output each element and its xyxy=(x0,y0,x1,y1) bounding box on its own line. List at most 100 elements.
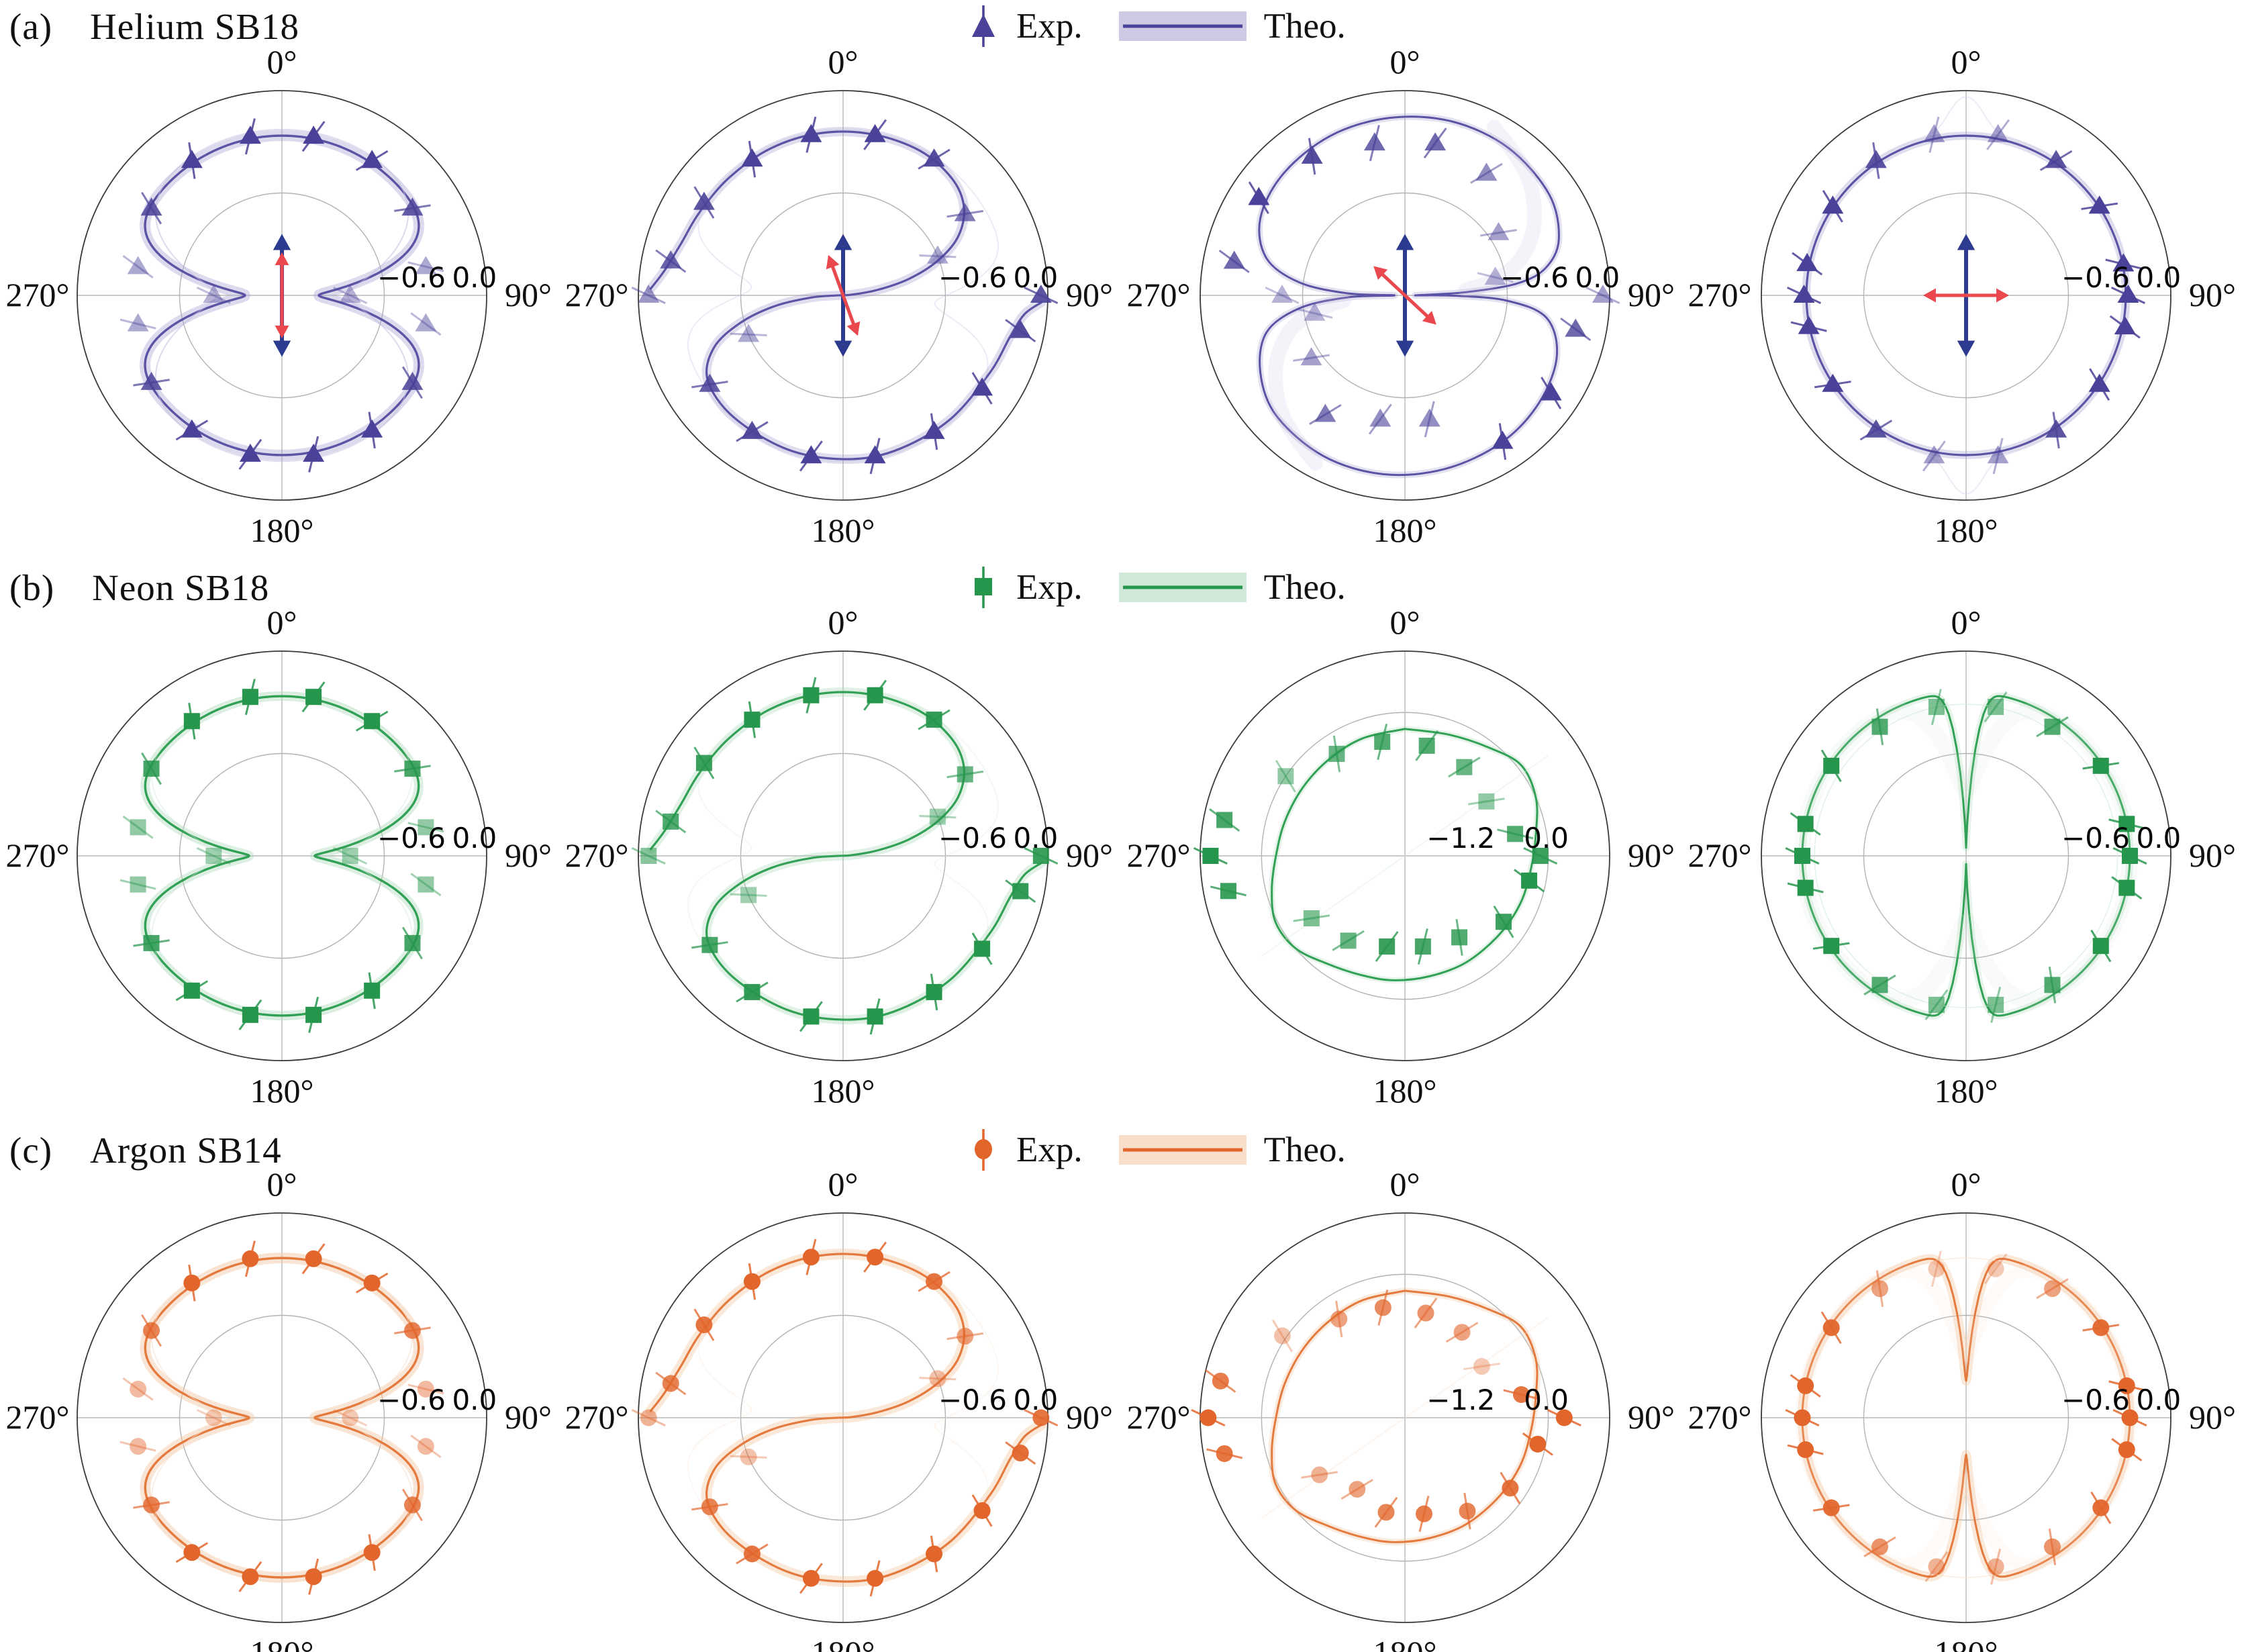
exp-marker xyxy=(1212,1372,1229,1390)
legend-exp-label-a: Exp. xyxy=(1016,7,1083,46)
angle-labels: 0° 180° 90° 270° xyxy=(6,1165,552,1652)
exp-marker xyxy=(1928,1558,1945,1575)
exp-marker xyxy=(417,1438,434,1455)
exp-marker xyxy=(1928,699,1945,716)
angle-label-180: 180° xyxy=(1373,1072,1437,1110)
radial-gridline xyxy=(1863,192,2069,399)
exp-marker xyxy=(303,126,325,144)
radial-tick: 0.0 xyxy=(1013,261,1058,294)
error-bar xyxy=(410,1435,442,1459)
legend-a: Exp. Theo. xyxy=(968,3,1365,50)
angle-label-0: 0° xyxy=(267,603,297,641)
exp-marker xyxy=(2092,938,2109,955)
exp-marker xyxy=(361,150,383,168)
polarization-arrows xyxy=(1922,234,2010,357)
radial-tick: 0.0 xyxy=(1524,822,1569,855)
theo-curve xyxy=(1271,1290,1539,1543)
radial-gridline xyxy=(1261,1273,1549,1562)
exp-marker xyxy=(130,876,146,893)
exp-marker xyxy=(974,940,991,957)
radial-tick-labels: −0.6 0.0 xyxy=(377,261,497,294)
radial-tick: −0.6 xyxy=(1500,261,1569,294)
exp-marker xyxy=(699,373,721,392)
angle-labels: 0° 180° 90° 270° xyxy=(565,603,1114,1110)
error-bar xyxy=(919,254,957,258)
exp-marker xyxy=(181,150,203,168)
exp-marker xyxy=(1271,285,1293,303)
error-bar xyxy=(1265,287,1300,304)
radial-gridline xyxy=(179,1314,385,1521)
exp-marker xyxy=(701,1498,718,1516)
polar-panel-c3: 0° 180° 90° 270° −1.2 0.0 xyxy=(1127,1165,1675,1652)
exp-marker xyxy=(1484,266,1506,285)
angle-label-180: 180° xyxy=(1373,1634,1437,1652)
row-title-neon: Neon SB18 xyxy=(92,567,270,608)
polarization-arrows xyxy=(826,234,861,357)
angle-label-90: 90° xyxy=(2189,836,2236,874)
theo-curve xyxy=(1801,695,2131,1017)
theo-curve xyxy=(649,1253,1043,1583)
exp-marker xyxy=(740,1448,757,1465)
error-bar xyxy=(730,332,767,337)
exp-marker xyxy=(743,1273,761,1290)
angle-labels: 0° 180° 90° 270° xyxy=(565,43,1114,549)
error-bar xyxy=(919,1376,957,1381)
exp-marker xyxy=(415,313,437,332)
radial-tick-labels: −0.6 0.0 xyxy=(377,1383,497,1416)
theo-curve-alt xyxy=(1796,1263,2137,1572)
angle-label-180: 180° xyxy=(1935,1072,1998,1110)
radial-tick-labels: −0.6 0.0 xyxy=(2061,1383,2181,1416)
angle-label-90: 90° xyxy=(1066,1398,1113,1436)
angle-label-270: 270° xyxy=(565,1398,629,1436)
exp-marker xyxy=(1453,1324,1471,1341)
polar-boundary xyxy=(638,90,1048,501)
angle-label-180: 180° xyxy=(812,1634,875,1652)
angle-label-0: 0° xyxy=(1951,603,1982,641)
radial-gridline xyxy=(1863,1314,2069,1521)
exp-marker xyxy=(1987,124,2009,142)
exp-marker xyxy=(1216,812,1233,828)
exp-marker xyxy=(127,313,149,332)
exp-marker xyxy=(1418,408,1441,427)
exp-marker xyxy=(1529,1435,1547,1453)
exp-marker xyxy=(864,124,886,142)
exp-marker xyxy=(1330,1310,1348,1328)
polar-boundary xyxy=(77,90,487,501)
polar-boundary xyxy=(1761,650,2171,1061)
angle-label-270: 270° xyxy=(1127,1398,1191,1436)
exp-marker xyxy=(140,197,162,216)
exp-marker xyxy=(205,1409,222,1426)
polar-boundary xyxy=(1200,90,1610,501)
theo-band-icon xyxy=(1118,566,1247,609)
exp-marker xyxy=(1304,302,1326,321)
exp-marker xyxy=(1012,883,1029,900)
exp-marker xyxy=(418,819,434,836)
exp-marker xyxy=(1512,1386,1530,1403)
error-bar xyxy=(196,287,231,304)
exp-marker xyxy=(242,1006,258,1023)
exp-marker xyxy=(926,245,948,264)
exp-marker xyxy=(929,808,946,825)
radial-tick-labels: −0.6 0.0 xyxy=(938,822,1058,855)
exp-marker xyxy=(1311,1466,1328,1484)
exp-marker xyxy=(1374,734,1391,750)
axis-cross xyxy=(77,651,487,1061)
exp-markers xyxy=(119,118,444,473)
radial-tick: −0.6 xyxy=(2061,261,2130,294)
error-bar xyxy=(333,287,368,304)
exp-marker xyxy=(1502,1479,1519,1497)
radial-tick: 0.0 xyxy=(452,822,497,855)
theo-curve xyxy=(144,1257,420,1579)
exp-marker xyxy=(1797,1377,1814,1394)
exp-marker xyxy=(1328,746,1345,763)
exp-marker xyxy=(1487,222,1510,240)
exp-marker xyxy=(1823,938,1840,955)
exp-marker xyxy=(342,848,358,864)
angle-labels: 0° 180° 90° 270° xyxy=(1688,43,2237,549)
exp-marker xyxy=(1301,145,1323,164)
row-title-helium: Helium SB18 xyxy=(90,6,300,47)
exp-marker xyxy=(2117,285,2139,303)
angle-label-180: 180° xyxy=(250,1072,314,1110)
exp-marker xyxy=(1871,1538,1888,1555)
exp-marker xyxy=(417,1380,434,1398)
